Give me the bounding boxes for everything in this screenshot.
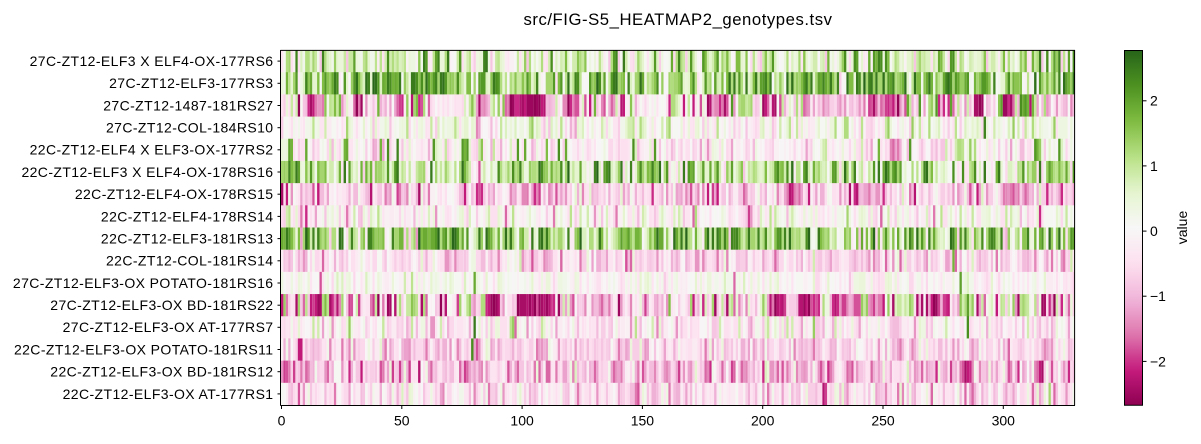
svg-text:22C-ZT12-ELF3-OX BD-181RS12: 22C-ZT12-ELF3-OX BD-181RS12: [50, 364, 273, 380]
svg-text:27C-ZT12-ELF3 X ELF4-OX-177RS6: 27C-ZT12-ELF3 X ELF4-OX-177RS6: [30, 53, 274, 69]
svg-text:27C-ZT12-COL-184RS10: 27C-ZT12-COL-184RS10: [106, 120, 274, 136]
svg-text:250: 250: [871, 413, 895, 429]
svg-text:27C-ZT12-ELF3-OX AT-177RS7: 27C-ZT12-ELF3-OX AT-177RS7: [63, 319, 274, 335]
svg-text:22C-ZT12-ELF4-178RS14: 22C-ZT12-ELF4-178RS14: [101, 208, 274, 224]
svg-text:22C-ZT12-ELF4 X ELF3-OX-177RS2: 22C-ZT12-ELF4 X ELF3-OX-177RS2: [30, 142, 274, 158]
svg-text:27C-ZT12-ELF3-OX BD-181RS22: 27C-ZT12-ELF3-OX BD-181RS22: [50, 297, 273, 313]
svg-text:22C-ZT12-ELF3 X ELF4-OX-178RS1: 22C-ZT12-ELF3 X ELF4-OX-178RS16: [21, 164, 273, 180]
svg-text:150: 150: [631, 413, 655, 429]
svg-text:200: 200: [751, 413, 775, 429]
svg-text:22C-ZT12-COL-181RS14: 22C-ZT12-COL-181RS14: [106, 253, 274, 269]
svg-text:0: 0: [278, 413, 286, 429]
svg-text:22C-ZT12-ELF4-OX-178RS15: 22C-ZT12-ELF4-OX-178RS15: [75, 186, 274, 202]
svg-text:27C-ZT12-ELF3-OX POTATO-181RS1: 27C-ZT12-ELF3-OX POTATO-181RS16: [13, 275, 274, 291]
svg-text:100: 100: [510, 413, 534, 429]
svg-text:22C-ZT12-ELF3-181RS13: 22C-ZT12-ELF3-181RS13: [101, 231, 274, 247]
svg-text:27C-ZT12-ELF3-177RS3: 27C-ZT12-ELF3-177RS3: [109, 75, 273, 91]
svg-text:22C-ZT12-ELF3-OX AT-177RS1: 22C-ZT12-ELF3-OX AT-177RS1: [63, 386, 274, 402]
svg-text:22C-ZT12-ELF3-OX POTATO-181RS1: 22C-ZT12-ELF3-OX POTATO-181RS11: [14, 341, 274, 357]
svg-text:300: 300: [992, 413, 1016, 429]
svg-text:50: 50: [394, 413, 410, 429]
svg-text:27C-ZT12-1487-181RS27: 27C-ZT12-1487-181RS27: [103, 97, 273, 113]
